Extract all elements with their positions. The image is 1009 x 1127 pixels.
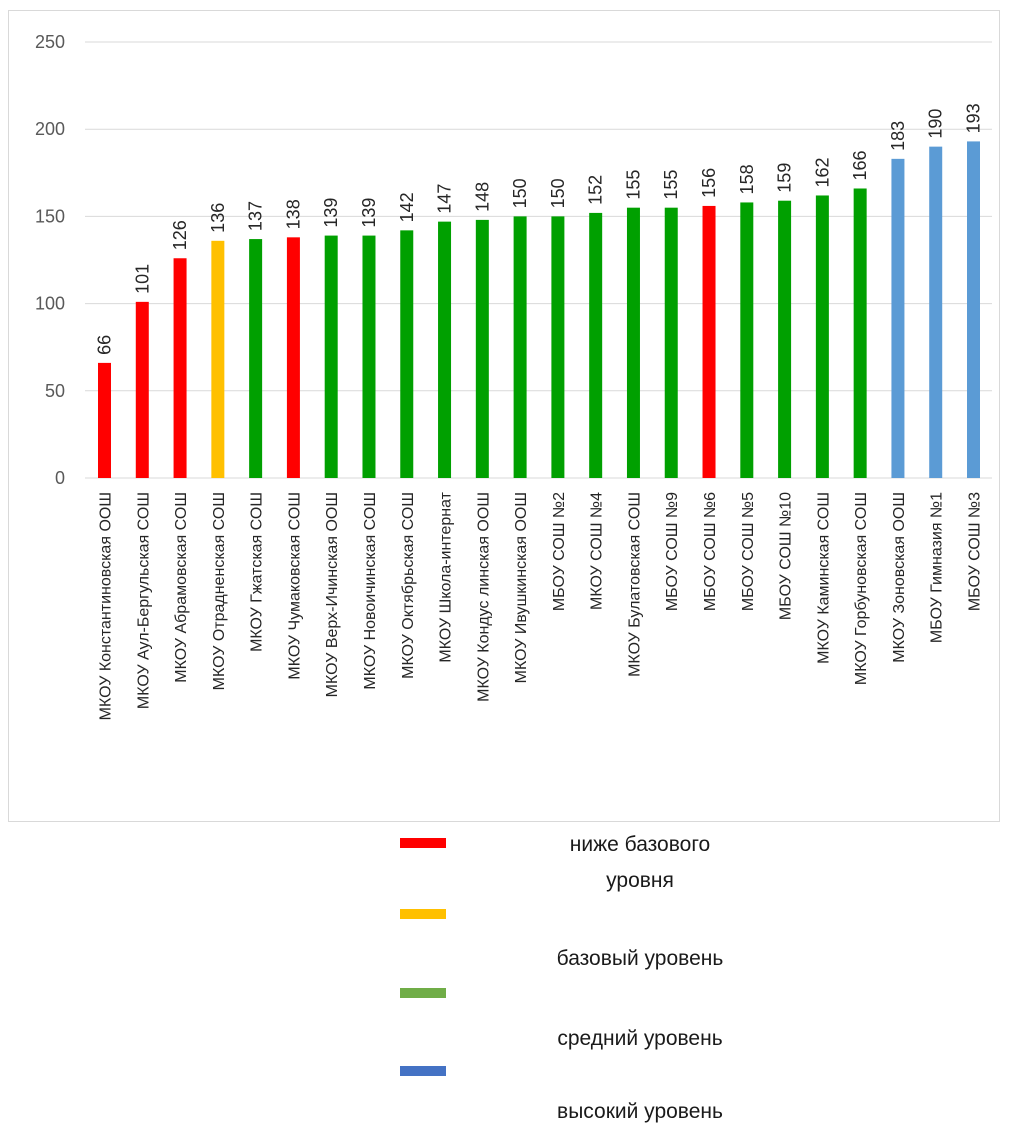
- y-tick-label: 50: [45, 381, 65, 401]
- data-label: 183: [888, 121, 908, 151]
- data-label: 139: [359, 198, 379, 228]
- category-label: МКОУ Константиновская ООШ: [98, 492, 115, 720]
- bar: [286, 237, 300, 478]
- legend-swatch-below-basic: [400, 838, 446, 848]
- data-label: 126: [170, 220, 190, 250]
- data-label: 158: [737, 164, 757, 194]
- data-label: 152: [586, 175, 606, 205]
- legend-swatch-medium: [400, 988, 446, 998]
- category-label: МКОУ Ивушкинская ООШ: [513, 492, 530, 683]
- bar: [173, 258, 187, 478]
- category-label: МБОУ СОШ №9: [664, 492, 681, 611]
- category-label: МКОУ СОШ №4: [589, 492, 606, 610]
- bar: [211, 240, 225, 478]
- bar: [362, 235, 376, 478]
- category-label: МКОУ Школа-интернат: [438, 491, 455, 662]
- y-axis-ticks: 0 50 100 150 200 250: [35, 32, 65, 488]
- category-label: МБОУ СОШ №2: [551, 492, 568, 611]
- category-label: МКОУ Зоновская ООШ: [891, 492, 908, 663]
- category-label: МКОУ Кондус линская ООШ: [475, 492, 492, 702]
- bar: [702, 205, 716, 478]
- category-label: МБОУ Гимназия №1: [929, 492, 946, 643]
- data-label: 136: [208, 203, 228, 233]
- data-labels: 66 101 126 136 137 138 139 139 142 147 148 150 150 15…: [95, 103, 984, 355]
- bar: [400, 230, 414, 478]
- category-label: МКОУ Абрамовская СОШ: [173, 492, 190, 683]
- y-tick-label: 250: [35, 32, 65, 52]
- legend-label-medium: средний уровень: [557, 1027, 723, 1050]
- data-label: 148: [472, 182, 492, 212]
- x-axis-categories: МКОУ Константиновская ООШ МКОУ Аул-Бергул…: [98, 491, 984, 720]
- category-label: МКОУ Новоичинская СОШ: [362, 492, 379, 690]
- data-label: 155: [661, 170, 681, 200]
- data-label: 155: [623, 170, 643, 200]
- bar: [98, 362, 111, 478]
- bar: [929, 146, 943, 478]
- data-label: 193: [964, 103, 984, 133]
- legend-label-high: высокий уровень: [557, 1100, 723, 1123]
- bar: [664, 207, 678, 478]
- bar: [740, 202, 754, 478]
- bar: [249, 239, 263, 478]
- data-label: 139: [321, 198, 341, 228]
- bar: [513, 216, 527, 478]
- category-label: МКОУ Аул-Бергульская СОШ: [135, 492, 152, 709]
- category-label: МКОУ Каминская СОШ: [815, 492, 832, 664]
- data-label: 101: [132, 264, 152, 294]
- category-label: МБОУ СОШ №6: [702, 492, 719, 611]
- bar: [135, 301, 149, 478]
- legend-label-below-basic: ниже базового уровня: [569, 833, 711, 892]
- chart-frame: [8, 10, 1000, 822]
- legend-swatch-high: [400, 1066, 446, 1076]
- data-label: 150: [510, 178, 530, 208]
- bar: [853, 188, 867, 478]
- legend-label-basic: базовый уровень: [556, 947, 724, 970]
- bar: [551, 216, 565, 478]
- category-label: МКОУ Отрадненская СОШ: [211, 492, 228, 690]
- data-label: 166: [850, 150, 870, 180]
- bar: [475, 219, 489, 478]
- data-label: 137: [246, 201, 266, 231]
- bar: [324, 235, 338, 478]
- bar: [778, 200, 792, 479]
- data-label: 162: [812, 157, 832, 187]
- legend-swatch-basic: [400, 909, 446, 919]
- bar: [967, 141, 980, 478]
- data-label: 66: [95, 335, 115, 355]
- data-label: 150: [548, 178, 568, 208]
- y-tick-label: 150: [35, 206, 65, 226]
- data-label: 156: [699, 168, 719, 198]
- bar: [438, 221, 452, 478]
- category-label: МБОУ СОШ №3: [967, 492, 984, 611]
- category-label: МБОУ СОШ №5: [740, 492, 757, 611]
- data-label: 147: [435, 184, 455, 214]
- bar: [815, 195, 829, 479]
- bars: [98, 141, 980, 479]
- category-label: МКОУ Верх-Ичинская ООШ: [324, 492, 341, 697]
- bar-chart: 66 101 126 136 137 138 139 139 142 147 148 150 150 15…: [35, 32, 992, 720]
- category-label: МКОУ Горбуновская СОШ: [853, 492, 870, 685]
- category-label: МКОУ Гжатская СОШ: [249, 492, 266, 652]
- category-label: МКОУ Октябрьская СОШ: [400, 492, 417, 679]
- y-tick-label: 200: [35, 119, 65, 139]
- y-tick-label: 100: [35, 294, 65, 314]
- category-label: МКОУ Чумаковская СОШ: [286, 492, 303, 680]
- bar: [626, 207, 640, 478]
- bar: [891, 158, 905, 478]
- category-label: МБОУ СОШ №10: [778, 492, 795, 620]
- data-label: 159: [775, 163, 795, 193]
- data-label: 190: [926, 109, 946, 139]
- bar: [589, 212, 603, 479]
- data-label: 138: [283, 199, 303, 229]
- data-label: 142: [397, 192, 417, 222]
- gridlines: [85, 41, 992, 479]
- category-label: МКОУ Булатовская СОШ: [626, 492, 643, 677]
- y-tick-label: 0: [55, 468, 65, 488]
